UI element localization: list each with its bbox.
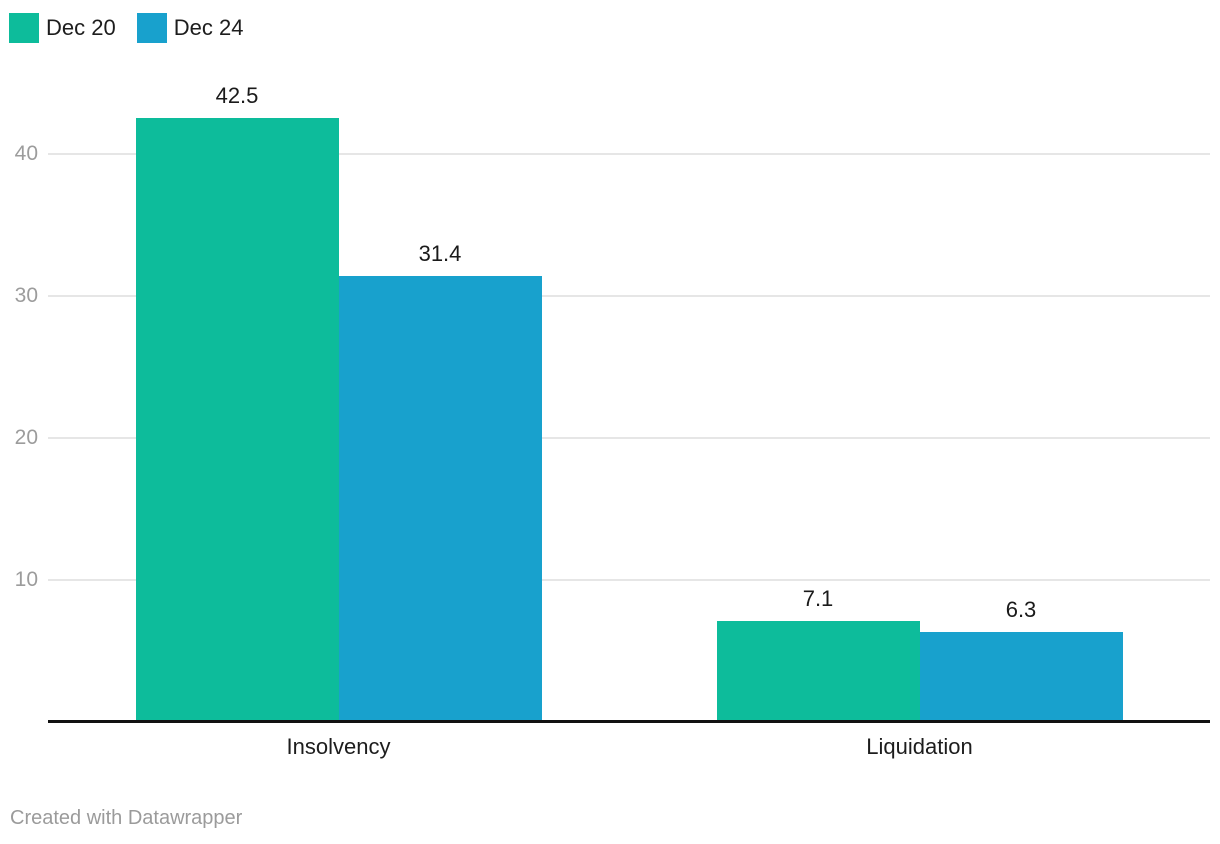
- value-label-dec-24-liquidation: 6.3: [1005, 597, 1037, 623]
- value-label-dec-20-insolvency: 42.5: [215, 83, 259, 108]
- bar-dec-20-insolvency: [135, 118, 339, 722]
- gridline-30: [48, 294, 1210, 297]
- category-label-liquidation: Liquidation: [866, 734, 973, 759]
- y-tick-label-10: 10: [14, 567, 38, 591]
- chart-legend: Dec 20 Dec 24: [9, 13, 243, 43]
- legend-label: Dec 20: [46, 15, 116, 40]
- gridline-20: [48, 436, 1210, 439]
- legend-label: Dec 24: [173, 15, 244, 40]
- credit-line: Created with Datawrapper: [10, 807, 243, 829]
- bar-dec-24-liquidation: [919, 632, 1123, 722]
- y-tick-label-20: 20: [14, 425, 38, 449]
- legend-swatch-dec-24: [136, 13, 167, 43]
- gridline-40: [48, 152, 1210, 155]
- bar-dec-24-insolvency: [338, 275, 542, 722]
- legend-item-dec-24: Dec 24: [136, 13, 244, 43]
- bar-dec-20-liquidation: [716, 621, 920, 722]
- value-label-dec-24-insolvency: 31.4: [418, 240, 462, 266]
- gridline-10: [48, 578, 1210, 581]
- value-label-dec-20-liquidation: 7.1: [802, 586, 834, 612]
- x-axis-line: [48, 720, 1210, 723]
- category-label-insolvency: Insolvency: [286, 734, 391, 759]
- legend-item-dec-20: Dec 20: [9, 13, 116, 43]
- legend-swatch-dec-20: [9, 13, 39, 43]
- y-tick-label-30: 30: [14, 283, 38, 307]
- y-tick-label-40: 40: [14, 141, 38, 165]
